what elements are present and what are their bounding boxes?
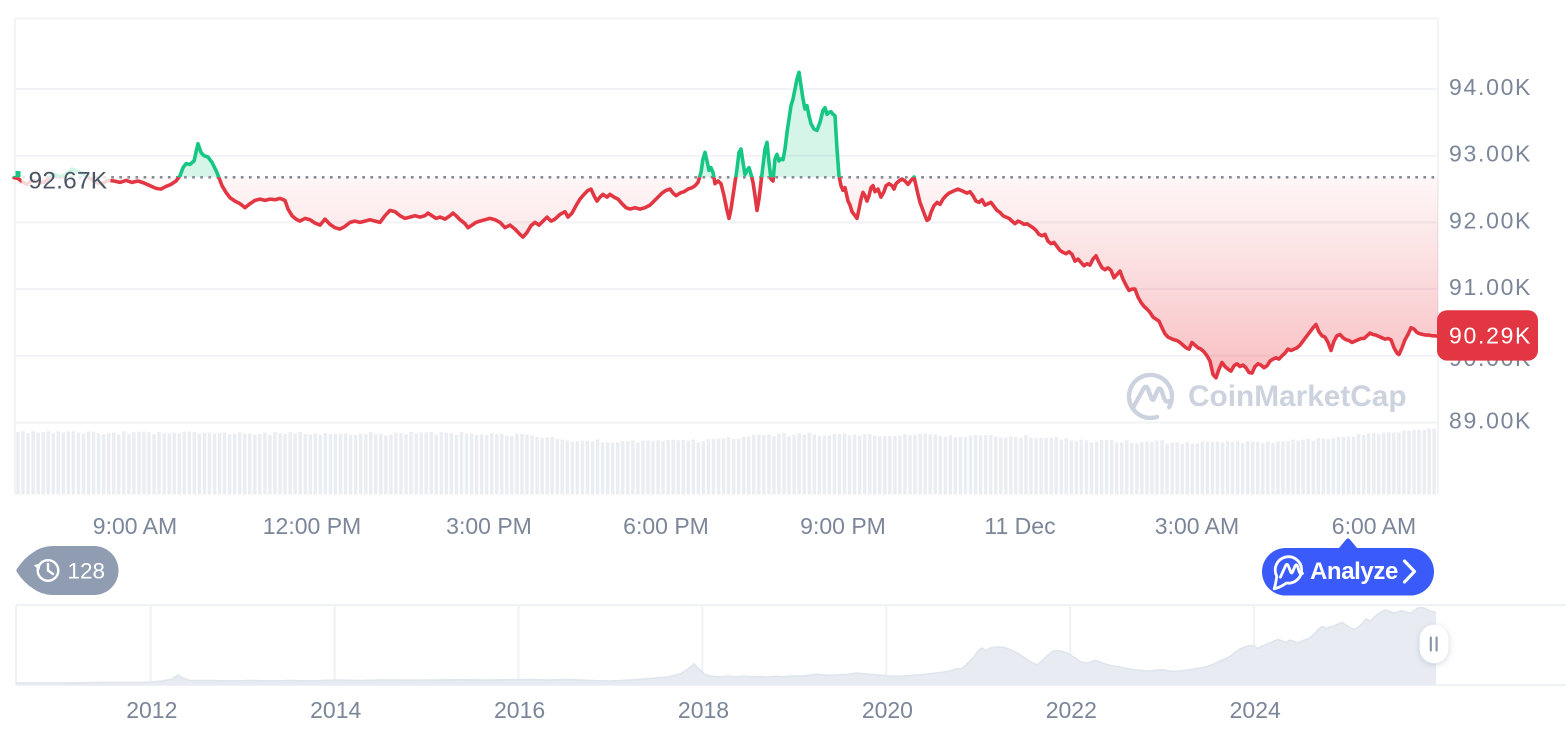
svg-text:12:00 PM: 12:00 PM [263, 513, 361, 539]
svg-text:9:00 PM: 9:00 PM [800, 513, 886, 539]
svg-text:Analyze: Analyze [1310, 558, 1398, 585]
svg-text:11 Dec: 11 Dec [984, 513, 1055, 539]
svg-text:92.00K: 92.00K [1449, 207, 1532, 233]
svg-text:91.00K: 91.00K [1449, 274, 1532, 300]
svg-text:2022: 2022 [1046, 697, 1097, 723]
svg-text:94.00K: 94.00K [1449, 74, 1532, 100]
svg-text:90.29K: 90.29K [1449, 323, 1532, 349]
svg-text:6:00 PM: 6:00 PM [623, 513, 709, 539]
svg-text:2014: 2014 [310, 697, 361, 723]
svg-text:9:00 AM: 9:00 AM [93, 513, 177, 539]
svg-text:93.00K: 93.00K [1449, 141, 1532, 167]
svg-text:2020: 2020 [862, 697, 913, 723]
svg-text:CoinMarketCap: CoinMarketCap [1188, 380, 1407, 413]
svg-text:2018: 2018 [678, 697, 729, 723]
svg-text:6:00 AM: 6:00 AM [1332, 513, 1416, 539]
svg-text:2012: 2012 [126, 697, 177, 723]
svg-text:2016: 2016 [494, 697, 545, 723]
svg-text:2024: 2024 [1230, 697, 1281, 723]
svg-text:89.00K: 89.00K [1449, 407, 1532, 433]
svg-text:128: 128 [68, 559, 106, 584]
svg-text:3:00 AM: 3:00 AM [1155, 513, 1239, 539]
svg-text:3:00 PM: 3:00 PM [446, 513, 532, 539]
svg-text:92.67K: 92.67K [29, 168, 108, 195]
